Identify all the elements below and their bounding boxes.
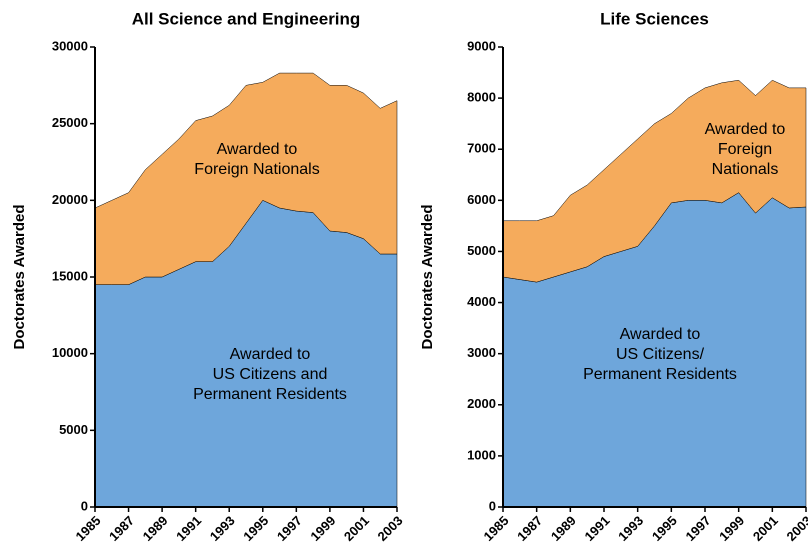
x-tick-label: 2003 <box>374 513 405 544</box>
x-tick-label: 1995 <box>649 513 680 544</box>
y-tick-label: 7000 <box>467 141 496 156</box>
y-tick-label: 4000 <box>467 294 496 309</box>
x-tick-label: 1985 <box>480 513 511 544</box>
y-tick-label: 9000 <box>467 38 496 53</box>
x-tick-label: 1995 <box>240 513 271 544</box>
x-tick-label: 1985 <box>72 513 103 544</box>
x-tick-label: 1993 <box>615 513 646 544</box>
x-tick-label: 1987 <box>106 513 137 544</box>
chart-title: Life Sciences <box>600 9 709 28</box>
x-tick-label: 1989 <box>140 513 171 544</box>
x-tick-label: 2001 <box>750 513 781 544</box>
area-label: Nationals <box>712 161 779 178</box>
area-label: Permanent Residents <box>193 386 347 403</box>
x-tick-label: 1997 <box>682 513 713 544</box>
y-axis-label: Doctorates Awarded <box>11 204 28 349</box>
x-tick-label: 1993 <box>207 513 238 544</box>
y-tick-label: 0 <box>81 498 88 513</box>
area-label: US Citizens/ <box>616 346 705 363</box>
area-label: Awarded to <box>620 326 701 343</box>
x-tick-label: 2003 <box>783 513 808 544</box>
x-tick-label: 2001 <box>341 513 372 544</box>
y-tick-label: 20000 <box>52 192 88 207</box>
area-label: Permanent Residents <box>583 366 737 383</box>
area <box>502 79 807 283</box>
x-tick-label: 1991 <box>581 513 612 544</box>
y-tick-label: 1000 <box>467 447 496 462</box>
x-tick-label: 1991 <box>173 513 204 544</box>
x-tick-label: 1999 <box>307 513 338 544</box>
area <box>94 72 398 285</box>
y-tick-label: 0 <box>489 498 496 513</box>
y-tick-label: 10000 <box>52 345 88 360</box>
y-tick-label: 5000 <box>59 422 88 437</box>
y-tick-label: 3000 <box>467 345 496 360</box>
y-tick-label: 2000 <box>467 396 496 411</box>
y-tick-label: 25000 <box>52 115 88 130</box>
y-tick-label: 15000 <box>52 268 88 283</box>
area-label: US Citizens and <box>213 366 328 383</box>
area-label: Awarded to <box>705 121 786 138</box>
area-label: Awarded to <box>230 346 311 363</box>
x-tick-label: 1987 <box>514 513 545 544</box>
area-label: Foreign Nationals <box>194 161 319 178</box>
y-tick-label: 5000 <box>467 243 496 258</box>
area-label: Foreign <box>718 141 772 158</box>
x-tick-label: 1997 <box>274 513 305 544</box>
y-axis-label: Doctorates Awarded <box>419 204 436 349</box>
area-label: Awarded to <box>217 141 298 158</box>
y-tick-label: 30000 <box>52 38 88 53</box>
chart-title: All Science and Engineering <box>132 9 361 28</box>
x-tick-label: 1999 <box>716 513 747 544</box>
y-tick-label: 8000 <box>467 90 496 105</box>
y-tick-label: 6000 <box>467 192 496 207</box>
x-tick-label: 1989 <box>548 513 579 544</box>
